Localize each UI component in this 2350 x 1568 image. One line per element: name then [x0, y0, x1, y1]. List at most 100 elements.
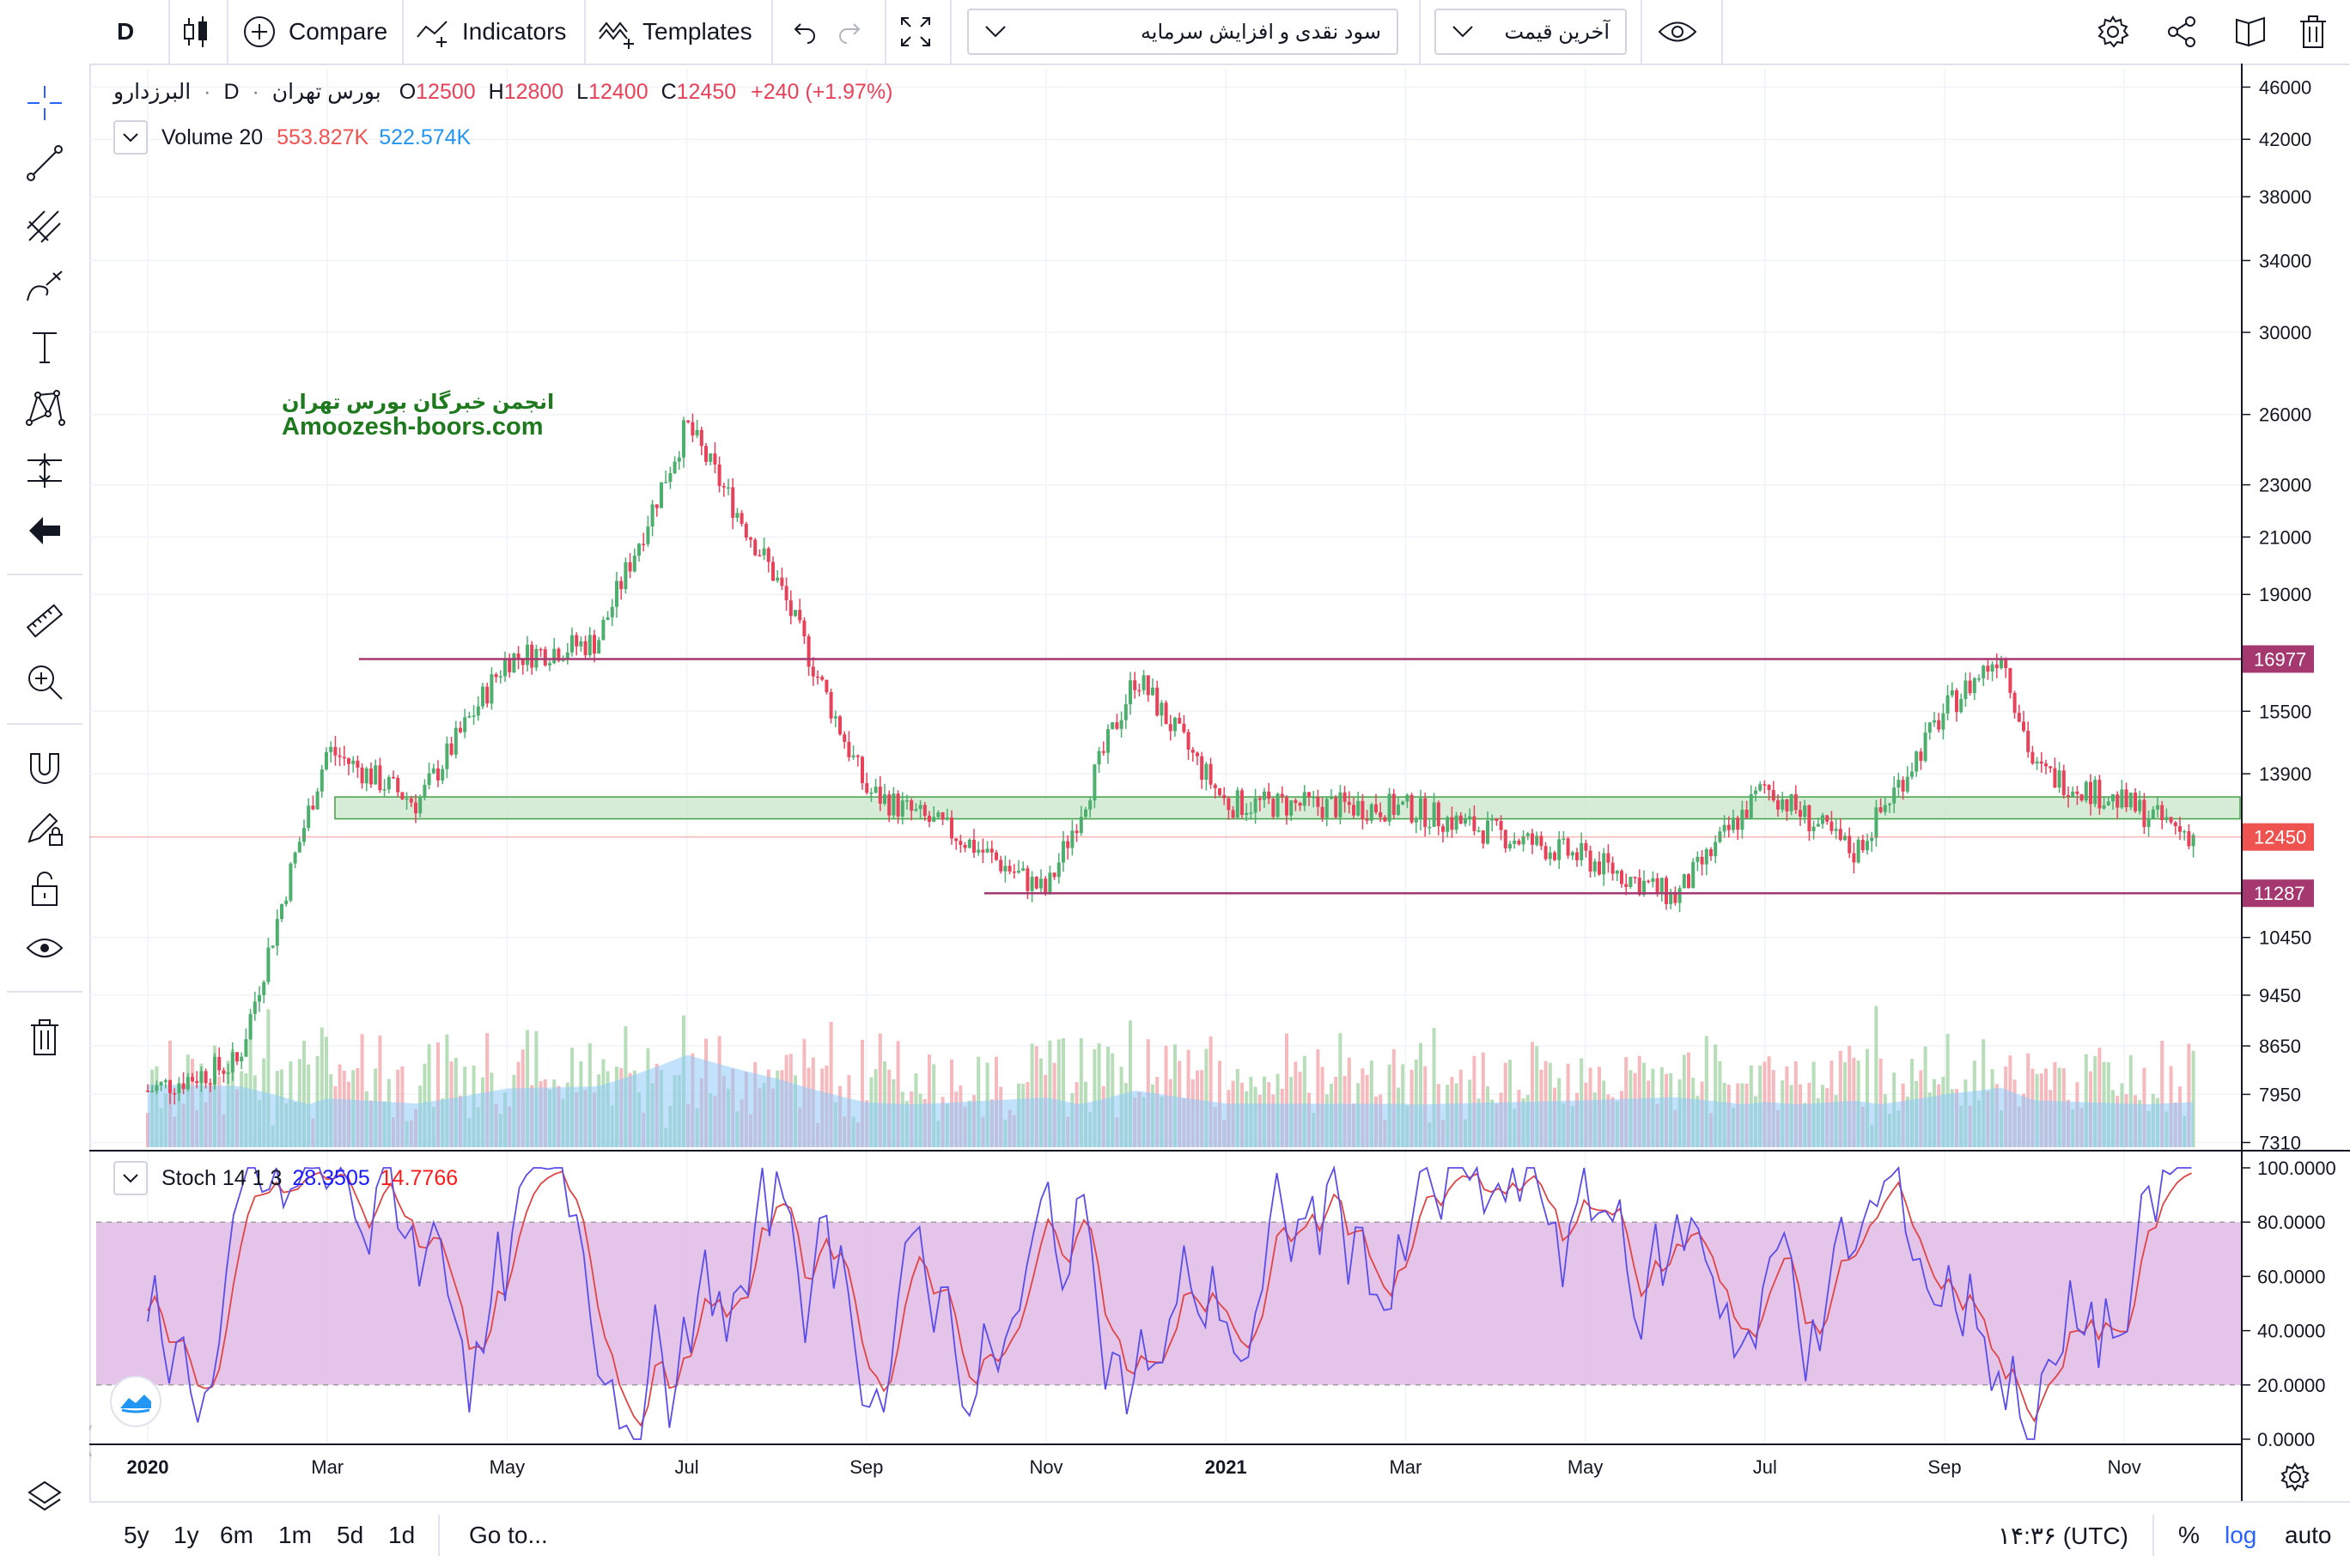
candle-body [548, 663, 551, 665]
candle-body [851, 755, 855, 757]
candle-body [1137, 690, 1142, 692]
indicators-button[interactable]: Indicators [416, 0, 566, 64]
candle-body [347, 758, 350, 764]
candle-body [1066, 841, 1070, 848]
symbol-name[interactable]: البرزدارو [113, 80, 192, 104]
time-tick-label: Jul [1753, 1456, 1777, 1478]
hide-toolbar-button[interactable] [19, 505, 70, 556]
dividend-dropdown[interactable]: سود نقدی و افزایش سرمایه [967, 9, 1398, 55]
hide-drawings-tool[interactable] [19, 922, 70, 974]
candle-body [387, 776, 391, 790]
chevron-left-icon[interactable] [89, 1425, 92, 1457]
compare-button[interactable]: Compare [242, 0, 387, 64]
auto-toggle[interactable]: auto [2285, 1503, 2332, 1568]
candle-body [721, 485, 726, 488]
candle-body [1490, 817, 1495, 821]
time-axis[interactable]: 2020 Mar May Jul Sep Nov 2021 Mar May Jul Sep Nov [127, 1456, 2141, 1478]
candle-body [195, 1080, 199, 1084]
range-5y[interactable]: 5y [124, 1503, 149, 1568]
time-tick-label: May [490, 1456, 526, 1478]
collapse-stoch-button[interactable] [113, 1161, 148, 1195]
candle-body [213, 1056, 216, 1085]
crosshair-tool[interactable] [19, 77, 70, 129]
candle-body [2049, 766, 2053, 769]
candle-body [150, 1091, 155, 1093]
interval-button[interactable]: D [117, 0, 134, 64]
range-1d[interactable]: 1d [388, 1503, 415, 1568]
stochastic-axis[interactable]: 100.0000 80.0000 60.0000 40.0000 20.0000 0.00… [2242, 1158, 2336, 1450]
object-tree-button[interactable] [19, 1472, 70, 1523]
candle-body [1722, 824, 1726, 832]
visibility-button[interactable] [1658, 0, 1697, 64]
remove-drawings-tool[interactable] [19, 1012, 70, 1063]
delete-button[interactable] [2298, 0, 2328, 64]
price-axis[interactable]: 46000 42000 38000 34000 30000 26000 23000 21000… [2242, 76, 2311, 1153]
candle-body [1647, 880, 1651, 883]
price-chart[interactable]: 16977 11287 12450 46000 42000 38000 34000 3000… [89, 64, 2350, 1501]
range-6m[interactable]: 6m [220, 1503, 253, 1568]
toolbar-divider [7, 723, 82, 725]
log-toggle[interactable]: log [2225, 1503, 2256, 1568]
pitchfork-tool[interactable] [19, 199, 70, 251]
brush-tool[interactable] [19, 261, 70, 313]
redo-icon [839, 23, 861, 44]
ruler-tool[interactable] [19, 596, 70, 647]
templates-button[interactable]: Templates [598, 0, 752, 64]
undo-button[interactable] [788, 0, 818, 64]
prediction-tool[interactable] [19, 445, 70, 496]
candle-body [2116, 794, 2120, 808]
tradingview-logo[interactable] [110, 1376, 161, 1427]
text-tool[interactable] [19, 321, 70, 373]
candle-body [2156, 805, 2159, 810]
candle-body [1789, 793, 1793, 811]
candle-body [932, 817, 936, 822]
percent-toggle[interactable]: % [2178, 1503, 2200, 1568]
trend-line-tool[interactable] [19, 137, 70, 189]
candle-body [660, 482, 663, 508]
fullscreen-button[interactable] [898, 0, 933, 64]
candle-body [1338, 792, 1342, 817]
collapse-volume-button[interactable] [113, 120, 148, 155]
zoom-in-tool[interactable] [19, 656, 70, 708]
time-tick-label: Nov [1029, 1456, 1062, 1478]
candle-body [1937, 720, 1941, 730]
candle-body [1123, 704, 1128, 720]
candle-body [159, 1082, 163, 1086]
candle-body [1008, 866, 1012, 872]
candle-body [1785, 799, 1789, 811]
price-source-dropdown[interactable]: آخرین قیمت [1434, 9, 1627, 55]
candle-body [1982, 665, 1986, 678]
candle-body [329, 746, 333, 752]
toolbar-divider [168, 0, 170, 64]
lock-tool[interactable] [19, 862, 70, 914]
pattern-tool[interactable] [19, 383, 70, 435]
range-1y[interactable]: 1y [174, 1503, 199, 1568]
toolbar-divider [1641, 0, 1642, 64]
magnet-tool[interactable] [19, 742, 70, 793]
candle-body [266, 947, 271, 982]
candle-body [1369, 804, 1373, 821]
redo-button[interactable] [837, 0, 866, 64]
share-button[interactable] [2164, 0, 2199, 64]
candle-body [177, 1083, 181, 1094]
candle-body [1405, 794, 1409, 802]
goto-button[interactable]: Go to... [469, 1503, 548, 1568]
candle-body [780, 577, 784, 586]
lock-drawing-tool[interactable] [19, 802, 70, 854]
chart-type-button[interactable] [180, 0, 211, 64]
candle-body [459, 727, 462, 732]
candle-body [1436, 802, 1440, 827]
candle-body [632, 556, 636, 572]
candle-body [1771, 789, 1775, 801]
candle-body [526, 644, 529, 665]
range-1m[interactable]: 1m [278, 1503, 312, 1568]
candles-icon [184, 16, 207, 47]
range-5d[interactable]: 5d [337, 1503, 363, 1568]
gear-icon[interactable] [2280, 1462, 2310, 1492]
ideas-button[interactable] [2233, 0, 2269, 64]
candle-body [1200, 756, 1204, 780]
level-price-text: 16977 [2254, 648, 2306, 670]
candle-body [1624, 884, 1629, 887]
timezone-button[interactable]: ۱۴:۳۶ (UTC) [1998, 1503, 2128, 1568]
settings-button[interactable] [2096, 0, 2130, 64]
